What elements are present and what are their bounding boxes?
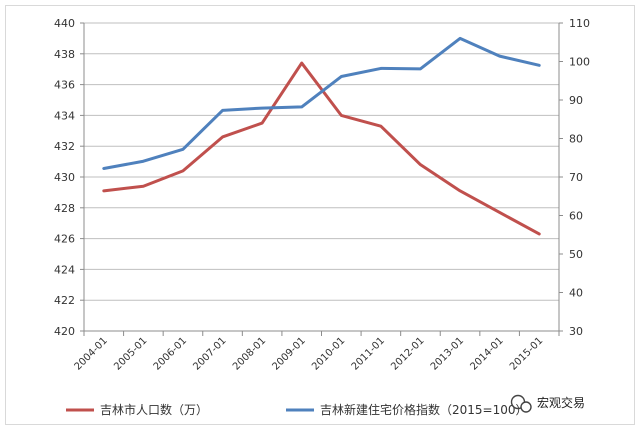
right-tick-label: 110 bbox=[569, 17, 590, 30]
left-tick-label: 430 bbox=[54, 171, 75, 184]
category-label: 2008-01 bbox=[231, 335, 268, 372]
series-line-1 bbox=[102, 61, 541, 236]
category-label: 2013-01 bbox=[429, 335, 466, 372]
right-tick-label: 100 bbox=[569, 56, 590, 69]
right-tick-label: 90 bbox=[569, 94, 583, 107]
category-label: 2004-01 bbox=[73, 335, 110, 372]
category-label: 2012-01 bbox=[389, 335, 426, 372]
right-tick-label: 50 bbox=[569, 248, 583, 261]
category-label: 2006-01 bbox=[152, 335, 189, 372]
right-tick-label: 30 bbox=[569, 325, 583, 338]
category-label: 2011-01 bbox=[350, 335, 387, 372]
legend-label-2: 吉林新建住宅价格指数（2015=100） bbox=[320, 402, 528, 417]
category-label: 2014-01 bbox=[468, 335, 505, 372]
legend: 吉林市人口数（万） 吉林新建住宅价格指数（2015=100） bbox=[66, 402, 528, 417]
left-tick-label: 440 bbox=[54, 17, 75, 30]
left-tick-label: 438 bbox=[54, 48, 75, 61]
right-axis-labels: 30 40 50 60 70 80 90 100 110 bbox=[569, 17, 590, 338]
right-tick-label: 60 bbox=[569, 210, 583, 223]
left-tick-label: 426 bbox=[54, 233, 75, 246]
category-label: 2005-01 bbox=[112, 335, 149, 372]
line-chart: 420 422 424 426 428 430 432 434 436 438 440 30 40 50… bbox=[54, 17, 590, 417]
right-tick-label: 80 bbox=[569, 133, 583, 146]
category-label: 2007-01 bbox=[191, 335, 228, 372]
left-tick-label: 428 bbox=[54, 202, 75, 215]
left-tick-label: 434 bbox=[54, 109, 75, 122]
series-lines bbox=[102, 36, 541, 236]
right-tick-label: 40 bbox=[569, 287, 583, 300]
chart-frame: 420 422 424 426 428 430 432 434 436 438 440 30 40 50… bbox=[5, 5, 635, 425]
left-tick-label: 422 bbox=[54, 294, 75, 307]
category-label: 2015-01 bbox=[508, 335, 545, 372]
gridlines bbox=[84, 22, 559, 332]
left-tick-label: 432 bbox=[54, 140, 75, 153]
category-label: 2009-01 bbox=[270, 335, 307, 372]
watermark-text: 宏观交易 bbox=[537, 395, 585, 410]
category-label: 2010-01 bbox=[310, 335, 347, 372]
left-axis-labels: 420 422 424 426 428 430 432 434 436 438 440 bbox=[54, 17, 75, 338]
legend-label-1: 吉林市人口数（万） bbox=[100, 402, 208, 417]
left-tick-label: 424 bbox=[54, 263, 75, 276]
left-tick-label: 436 bbox=[54, 79, 75, 92]
series-line-2 bbox=[102, 36, 541, 171]
category-axis-labels: 2004-01 2005-01 2006-01 2007-01 2008-01 2009-… bbox=[73, 335, 546, 372]
right-tick-label: 70 bbox=[569, 171, 583, 184]
left-tick-label: 420 bbox=[54, 325, 75, 338]
axes bbox=[80, 22, 563, 336]
wechat-icon-bubble-small bbox=[520, 401, 532, 413]
watermark: 宏观交易 bbox=[510, 394, 585, 413]
